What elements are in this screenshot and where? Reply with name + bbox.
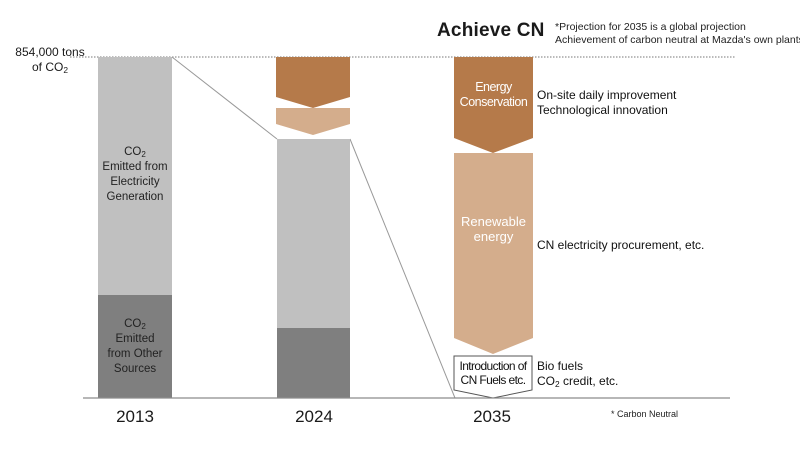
label-2013-other: CO2 Emitted from Other Sources [98,317,172,377]
label-line: energy [473,229,514,244]
co-sub: 2 [555,379,560,389]
label-line: from Other [107,348,163,360]
projection-note-line-1: *Projection for 2035 is a global project… [555,21,746,33]
co-sub: 2 [141,150,146,159]
note-line: CO2 credit, etc. [537,374,618,389]
footnote: * Carbon Neutral [611,409,679,419]
bar-2035-renewable [454,153,533,354]
label-line: Emitted [115,333,155,345]
bar-2024-other [277,328,350,398]
bar-2024-electricity [277,139,350,328]
note-suffix: credit, etc. [559,374,619,388]
label-line: Conservation [459,95,528,109]
label-line: CN Fuels etc. [460,373,526,387]
label-energy-conservation: Energy Conservation [446,80,541,110]
note-energy-conservation: On-site daily improvement Technological … [537,88,676,118]
bar-2013-electricity [98,57,172,295]
x-tick-2024: 2024 [295,407,333,426]
co-text: CO [124,146,142,158]
co-text: CO [537,374,555,388]
bar-2035-cn-fuels [453,355,533,399]
note-cn-fuels: Bio fuels CO2 credit, etc. [537,359,618,389]
note-line: On-site daily improvement [537,88,677,102]
label-line: Energy [475,80,512,94]
note-line: Bio fuels [537,359,584,373]
label-cn-fuels: Introduction of CN Fuels etc. [452,359,534,387]
label-line: Renewable [460,214,527,229]
label-renewable-energy: Renewable energy [446,214,541,244]
note-line: Technological innovation [537,103,668,117]
co-sub: 2 [141,322,146,331]
note-renewable: CN electricity procurement, etc. [537,238,705,252]
bar-2024-energy-conservation [276,57,350,108]
x-tick-2013: 2013 [116,407,154,426]
co-text: CO [124,318,142,330]
bar-2013-other [98,295,172,398]
y-label-co: of CO [31,60,64,74]
label-line: Generation [106,191,164,203]
label-co2: CO2 [98,145,172,160]
bar-2035-energy-conservation [454,57,533,153]
connector-2024-2035 [349,138,456,399]
connector-2013-2024 [171,56,278,140]
y-label-line-2: of CO2 [4,60,96,75]
y-label-sub: 2 [63,65,68,75]
y-label-line-1: 854,000 tons [15,45,85,59]
label-2013-electricity: CO2 Emitted from Electricity Generation [98,145,172,205]
y-axis-label: 854,000 tons of CO2 [4,45,96,75]
label-line: Electricity [110,176,160,188]
x-tick-2035: 2035 [473,407,511,426]
chart-title: Achieve CN [437,20,545,41]
label-line: Emitted from [102,161,168,173]
label-line: Introduction of [459,359,527,373]
bar-2024-renewable [276,108,350,135]
label-line: Sources [113,363,157,375]
projection-note: *Projection for 2035 is a global project… [555,21,800,47]
projection-note-line-2: Achievement of carbon neutral at Mazda's… [555,34,800,46]
label-co2: CO2 [98,317,172,332]
